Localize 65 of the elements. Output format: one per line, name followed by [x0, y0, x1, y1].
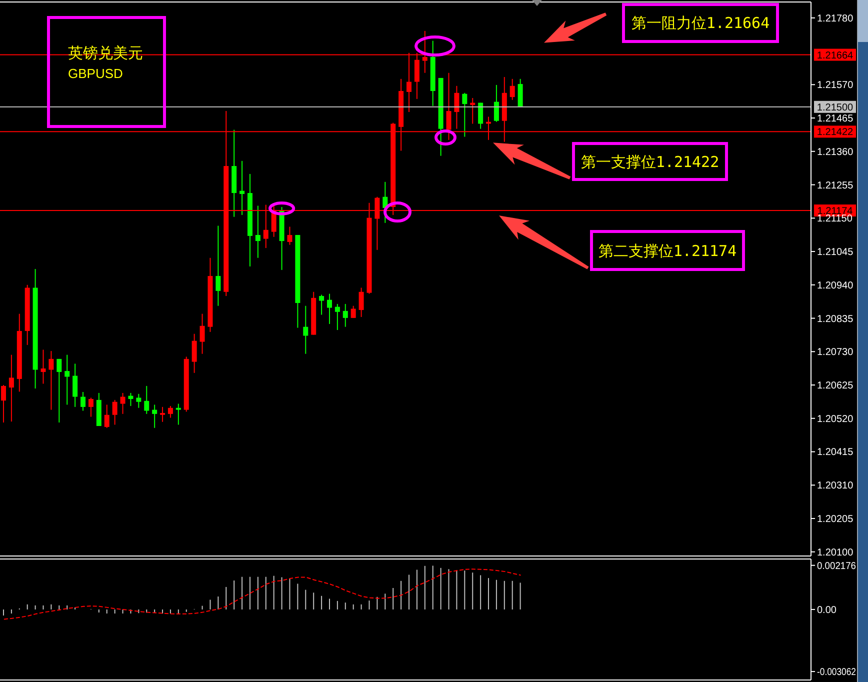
candlestick — [319, 294, 324, 316]
y-tick-label: 1.21045 — [817, 247, 854, 258]
ref-line-label: 1.21422 — [816, 127, 854, 138]
candlestick — [104, 404, 110, 428]
candlestick — [160, 406, 166, 422]
candlestick — [518, 78, 523, 108]
candlestick — [255, 205, 260, 258]
y-tick-label: 1.20310 — [817, 480, 854, 492]
y-tick-label: 0.00 — [817, 604, 837, 616]
annotation: 第一支撑位1.21422 — [580, 152, 720, 170]
candlestick — [454, 85, 460, 130]
candlestick — [120, 392, 126, 414]
text: GBPUSD — [68, 66, 123, 82]
y-tick-label: 1.20520 — [817, 414, 854, 425]
y-tick-label: 1.20100 — [817, 547, 854, 558]
candlestick — [350, 305, 356, 318]
candlestick — [168, 405, 173, 418]
candlestick — [88, 397, 94, 418]
y-tick-label: 1.20940 — [817, 280, 854, 292]
candlestick — [358, 287, 364, 318]
y-tick-label: 1.20205 — [817, 514, 854, 525]
annotation: 第二支撑位1.21174 — [597, 242, 738, 260]
candlestick — [287, 226, 292, 246]
candlestick — [112, 399, 118, 426]
candlestick — [200, 313, 205, 354]
candlestick — [240, 160, 245, 216]
annotation: 第一阻力位1.21664 — [630, 14, 771, 32]
candlestick — [510, 78, 515, 100]
y-tick-label: 1.21780 — [817, 13, 854, 24]
ref-line-label: 1.21664 — [816, 50, 854, 62]
y-tick-label: 1.21570 — [817, 80, 854, 92]
candlestick — [72, 363, 78, 408]
candlestick — [334, 303, 340, 331]
candlestick — [152, 404, 158, 428]
y-tick-label: 0.002176 — [817, 560, 859, 572]
candlestick — [48, 350, 54, 410]
candlestick — [176, 403, 181, 426]
line-series — [3, 568, 522, 620]
candlestick — [342, 303, 348, 328]
candlestick — [303, 305, 308, 354]
candlestick — [64, 354, 70, 406]
y-tick-label: 1.20625 — [817, 380, 854, 392]
candlestick — [192, 333, 197, 374]
candlestick — [80, 391, 86, 412]
y-tick-label: 1.21360 — [817, 146, 854, 158]
candlestick — [56, 358, 62, 424]
candlestick — [494, 84, 499, 122]
candlestick — [446, 72, 452, 140]
y-tick-label: 1.21465 — [817, 114, 854, 125]
candlestick — [216, 225, 221, 306]
y-tick-label: 1.20415 — [817, 447, 854, 458]
candlestick — [128, 392, 134, 406]
candlestick — [326, 293, 332, 324]
candlestick — [470, 97, 476, 124]
y-tick-label: -0.003062 — [817, 667, 862, 678]
ref-line-label: 1.21500 — [816, 102, 854, 114]
candlestick — [40, 349, 46, 384]
y-tick-label: 1.20835 — [817, 314, 854, 325]
y-tick-label: 1.20730 — [817, 347, 854, 358]
candlestick — [1, 384, 6, 424]
candlestick — [144, 385, 150, 414]
candlestick — [462, 92, 468, 138]
y-tick-label: 1.21255 — [817, 180, 854, 192]
candlestick — [8, 354, 14, 422]
candlestick — [136, 393, 142, 408]
